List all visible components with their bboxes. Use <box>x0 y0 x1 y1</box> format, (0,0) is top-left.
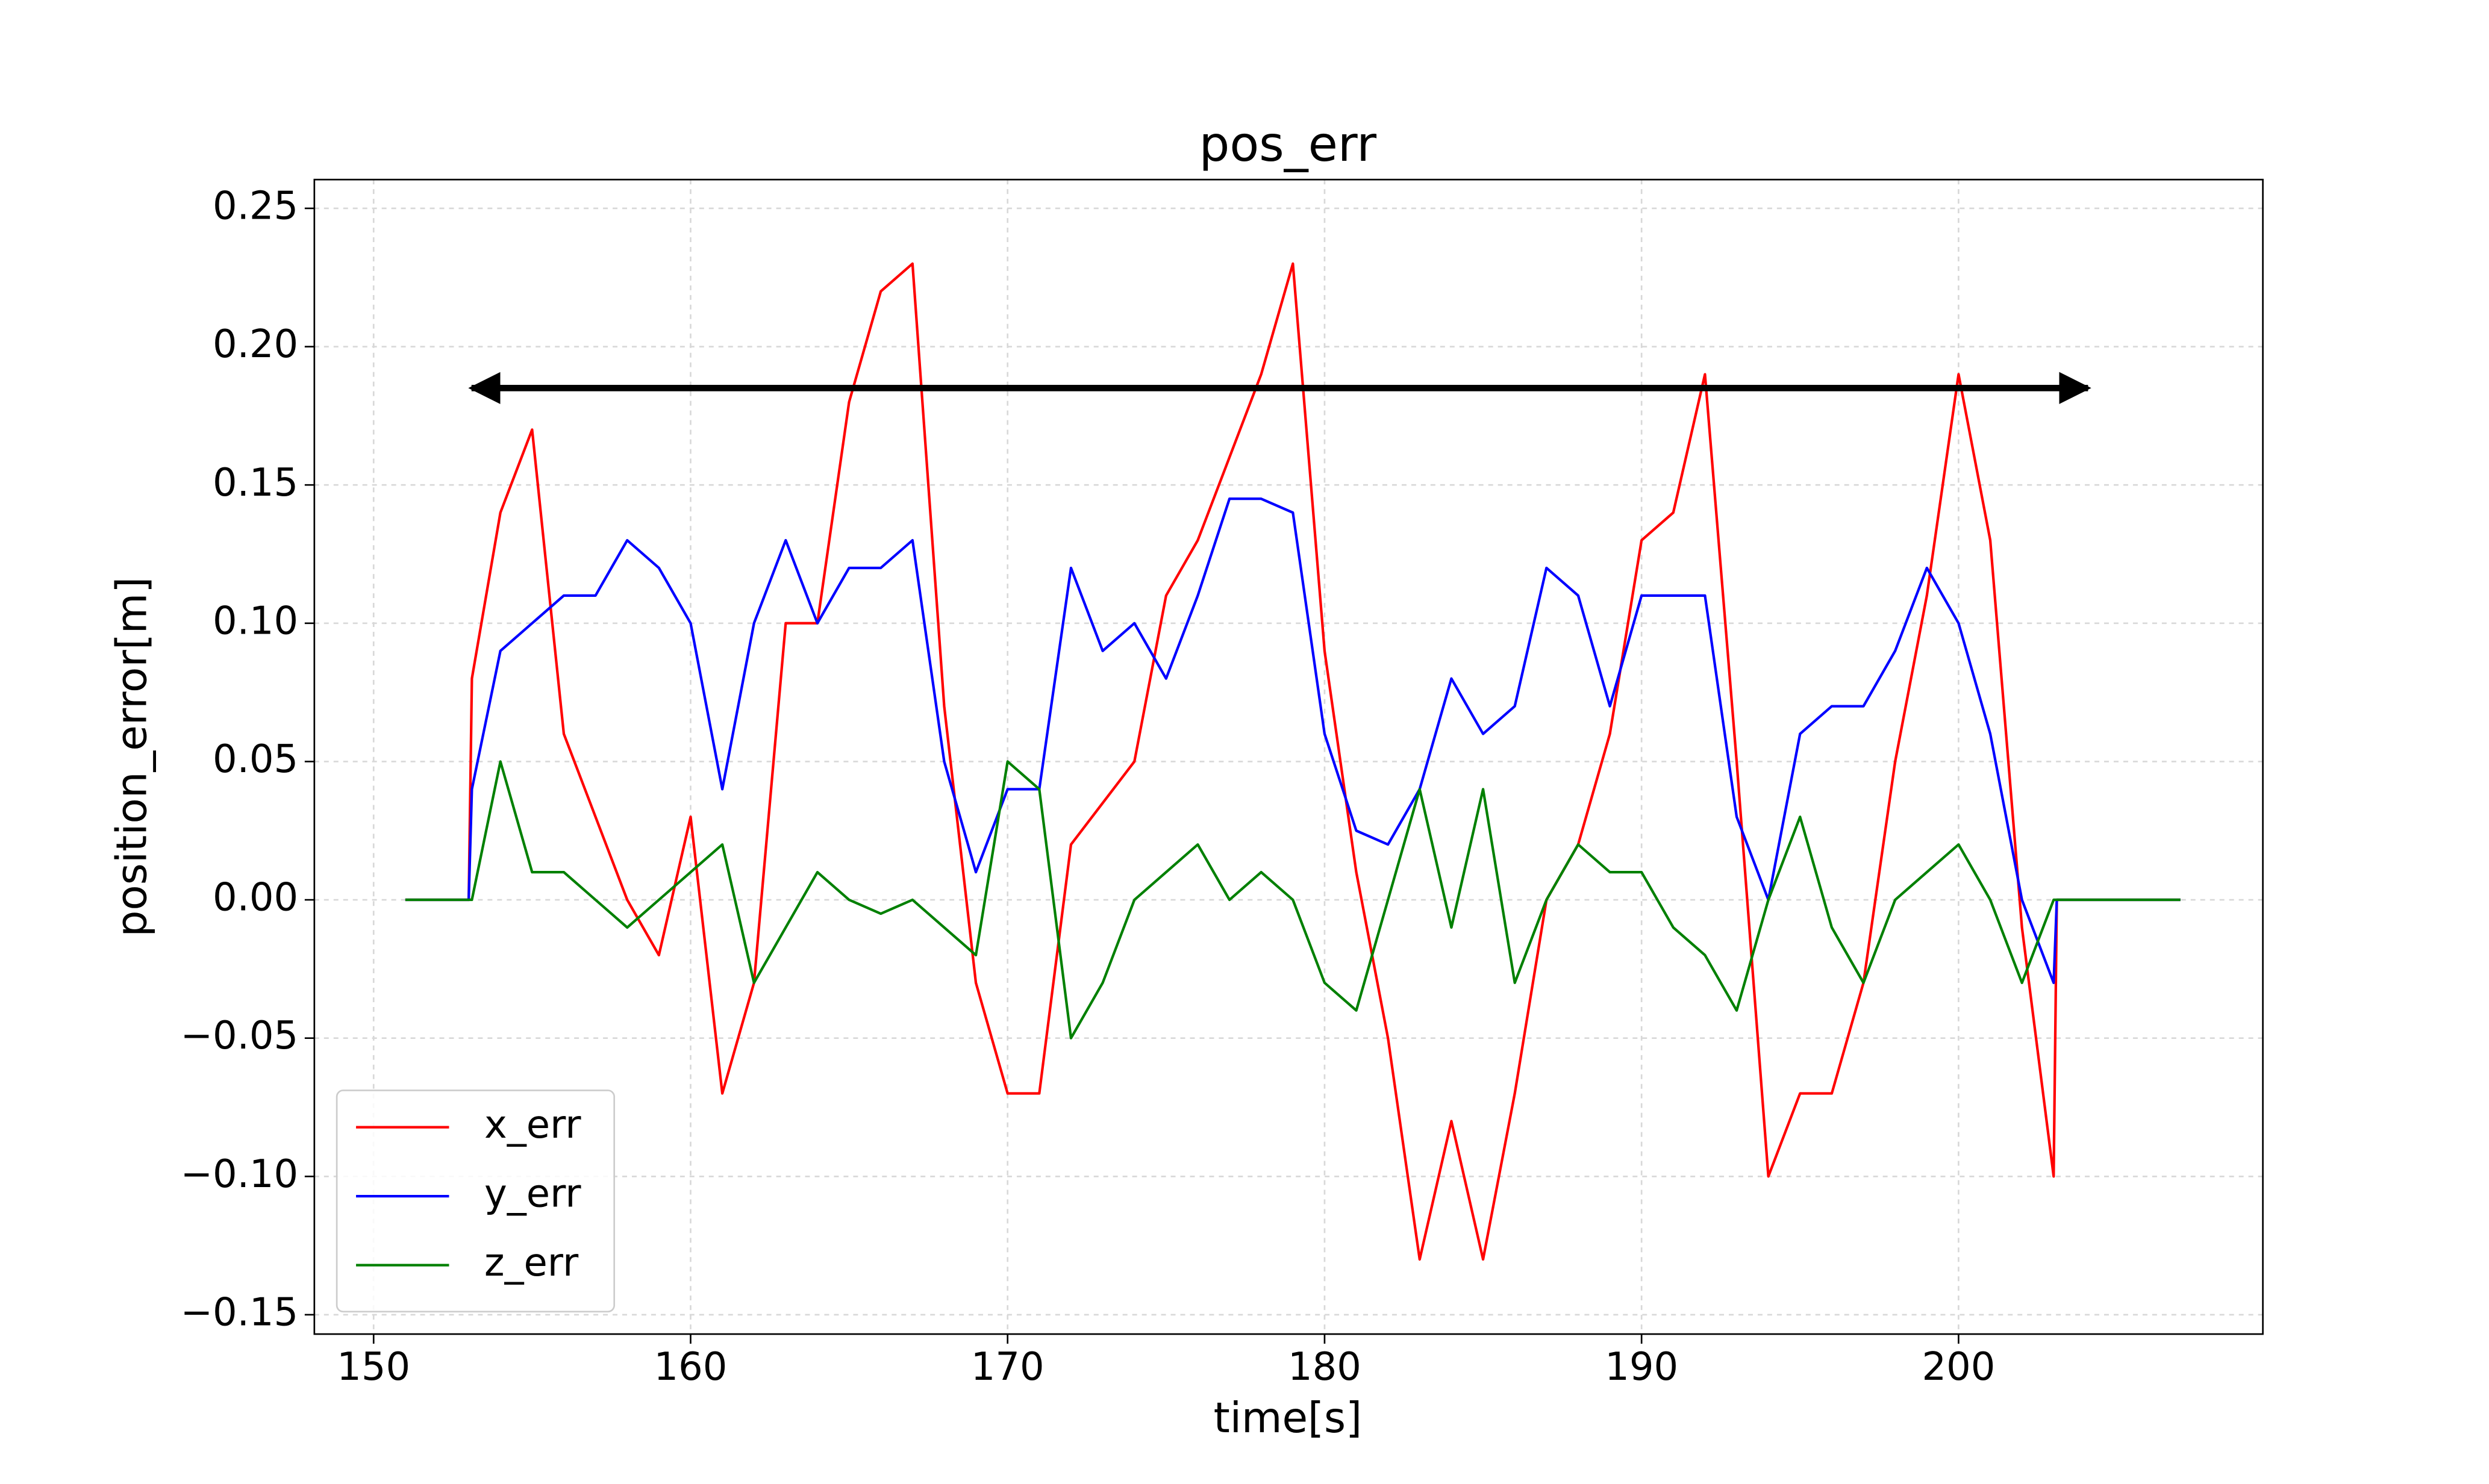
y-tick-label: 0.25 <box>213 184 298 229</box>
x-tick-label: 180 <box>1288 1345 1361 1389</box>
legend-label: z_err <box>484 1241 579 1285</box>
x-tick-label: 150 <box>337 1345 410 1389</box>
plot-frame <box>313 178 2264 1335</box>
series-line <box>405 497 2181 984</box>
chart-title: pos_err <box>1199 116 1377 172</box>
y-tick-label: 0.00 <box>213 876 298 920</box>
legend-label: x_err <box>484 1103 581 1147</box>
y-tick-label: −0.10 <box>180 1152 298 1197</box>
series-line <box>405 760 2181 1040</box>
y-tick-label: 0.20 <box>213 322 298 367</box>
y-tick-label: −0.15 <box>180 1290 298 1335</box>
y-axis-label: position_error[m] <box>108 577 157 937</box>
y-tick-label: 0.15 <box>213 461 298 505</box>
y-tick-label: −0.05 <box>180 1014 298 1058</box>
series-line <box>405 262 2181 1261</box>
x-tick-label: 200 <box>1922 1345 1995 1389</box>
x-tick-label: 160 <box>654 1345 728 1389</box>
legend-label: y_err <box>484 1172 581 1217</box>
x-tick-label: 190 <box>1605 1345 1678 1389</box>
legend-box <box>336 1090 616 1313</box>
x-axis-label: time[s] <box>1214 1394 1362 1442</box>
x-tick-label: 170 <box>971 1345 1045 1389</box>
y-tick-label: 0.05 <box>213 737 298 782</box>
y-tick-label: 0.10 <box>213 599 298 643</box>
